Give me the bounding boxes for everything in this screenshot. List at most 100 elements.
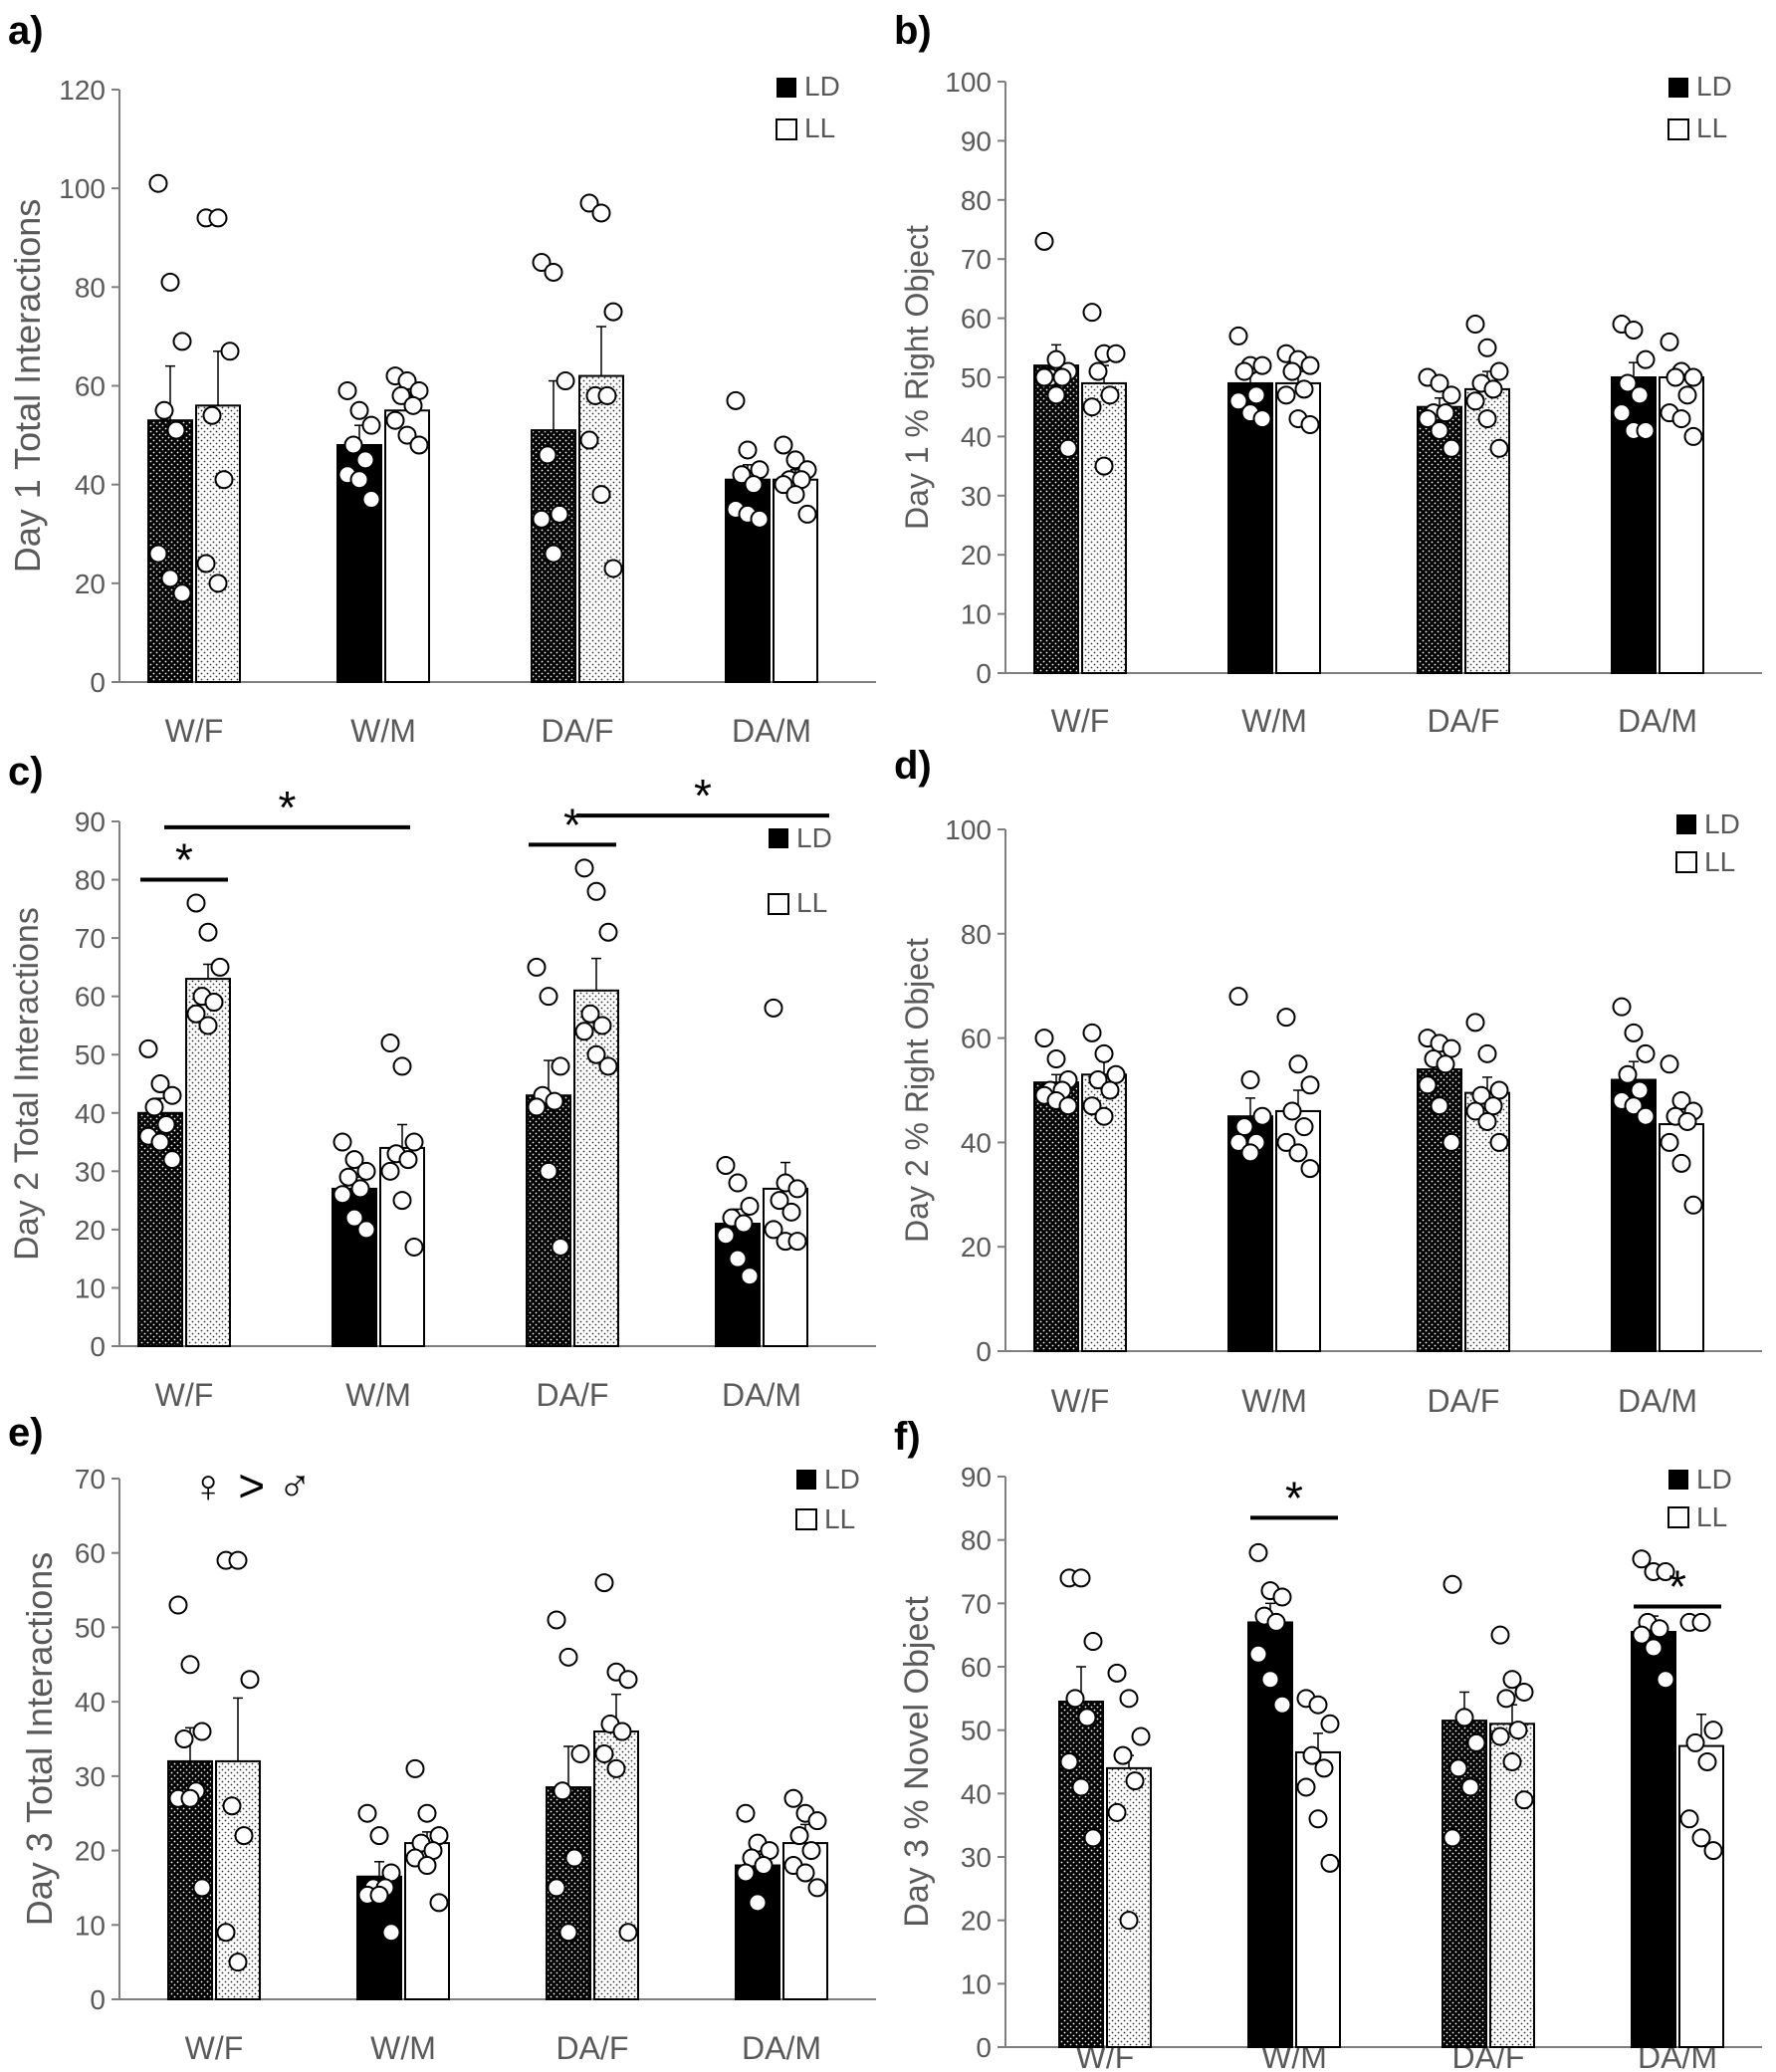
- data-point: [1248, 1542, 1268, 1562]
- data-point: [1624, 320, 1644, 340]
- legend-label-ld: LD: [1696, 1464, 1732, 1495]
- data-point: [1260, 1670, 1280, 1690]
- data-point: [547, 1878, 566, 1898]
- data-point: [1618, 373, 1638, 393]
- data-point: [1636, 420, 1656, 440]
- significance-marker: *: [175, 834, 193, 886]
- x-tick-label: W/M: [345, 1377, 411, 1413]
- data-point: [801, 1841, 821, 1861]
- x-tick-label: W/F: [185, 2030, 244, 2066]
- y-tick-label: 80: [961, 1525, 992, 1556]
- data-point: [1240, 1143, 1260, 1163]
- data-point: [234, 1826, 254, 1846]
- y-tick-label: 80: [75, 272, 106, 303]
- data-point: [1418, 1075, 1438, 1095]
- data-point: [807, 1811, 827, 1831]
- data-point: [1683, 367, 1703, 387]
- panel-label: f): [894, 1415, 921, 1459]
- data-point: [1465, 1013, 1485, 1033]
- data-point: [1703, 1841, 1723, 1861]
- data-point: [1636, 1106, 1656, 1126]
- legend-label-ld: LD: [1696, 71, 1732, 102]
- data-point: [1465, 391, 1485, 411]
- y-tick-label: 40: [75, 1098, 106, 1129]
- data-point: [770, 1191, 789, 1211]
- data-point: [1483, 379, 1503, 399]
- data-point: [1671, 409, 1691, 429]
- data-point: [1288, 1143, 1308, 1163]
- data-point: [744, 475, 764, 495]
- y-tick-label: 20: [961, 540, 992, 571]
- y-tick-label: 20: [75, 1215, 106, 1246]
- data-point: [1276, 1008, 1296, 1028]
- data-point: [1489, 361, 1509, 381]
- bar-ll-da-f: [1464, 387, 1510, 674]
- bar-ll-w-f: [1081, 381, 1127, 674]
- data-point: [380, 1034, 400, 1053]
- data-point: [1071, 1568, 1091, 1588]
- data-point: [1660, 1054, 1679, 1074]
- data-point: [1252, 409, 1272, 429]
- y-tick-label: 60: [75, 1538, 106, 1569]
- data-point: [1483, 1096, 1503, 1116]
- data-point: [204, 993, 224, 1013]
- data-point: [785, 450, 805, 470]
- legend-label-ll: LL: [1696, 113, 1727, 143]
- data-point: [1308, 1695, 1328, 1715]
- data-point: [1082, 1023, 1102, 1042]
- data-point: [1034, 367, 1054, 387]
- significance-marker: *: [563, 799, 581, 850]
- data-point: [1083, 1632, 1103, 1652]
- y-tick-label: 20: [961, 1906, 992, 1937]
- data-point: [1248, 1644, 1268, 1664]
- bar-ll-da-f: [573, 989, 619, 1347]
- data-point: [198, 1016, 218, 1036]
- data-point: [1442, 438, 1461, 458]
- data-point: [1691, 1612, 1711, 1632]
- data-point: [1683, 426, 1703, 446]
- significance-marker: *: [1668, 1561, 1686, 1613]
- y-axis-label: Day 3 % Novel Object: [898, 1596, 936, 1928]
- data-point: [580, 1004, 600, 1024]
- data-point: [154, 400, 174, 420]
- data-point: [172, 583, 192, 603]
- data-point: [555, 371, 575, 391]
- data-point: [208, 208, 228, 228]
- data-point: [795, 1863, 815, 1883]
- data-point: [1071, 1777, 1091, 1797]
- y-tick-label: 50: [75, 1039, 106, 1070]
- panel-label: a): [8, 9, 44, 53]
- y-tick-label: 0: [976, 2032, 992, 2063]
- data-point: [1046, 349, 1066, 369]
- x-tick-label: DA/M: [1618, 703, 1697, 739]
- legend-label-ll: LL: [1696, 1501, 1727, 1532]
- sex-difference-note: ♀ > ♂: [191, 1460, 312, 1511]
- data-point: [210, 957, 230, 977]
- data-point: [618, 1923, 638, 1943]
- data-point: [1320, 1853, 1340, 1873]
- x-tick-label: W/M: [350, 713, 416, 749]
- data-point: [797, 504, 817, 524]
- y-tick-label: 0: [976, 1336, 992, 1367]
- data-point: [1228, 391, 1248, 411]
- panel-f: f) Day 3 % Novel Object LD LL 0 10 20 30 40 5…: [894, 1415, 1762, 2072]
- bar-ll-da-f: [578, 374, 624, 683]
- data-point: [728, 1173, 748, 1193]
- data-point: [1059, 1752, 1079, 1771]
- data-point: [1430, 373, 1449, 393]
- legend-label-ld: LD: [796, 822, 832, 853]
- data-point: [1100, 385, 1120, 405]
- data-point: [1656, 1670, 1675, 1690]
- data-point: [579, 430, 599, 450]
- legend-label-ld: LD: [1704, 808, 1740, 839]
- data-point: [240, 1670, 260, 1690]
- data-point: [429, 1893, 449, 1913]
- bar-ll-da-f: [1464, 1091, 1510, 1352]
- data-point: [1460, 1777, 1480, 1797]
- data-point: [553, 1781, 572, 1801]
- bar-ll-da-f: [1489, 1723, 1535, 2049]
- data-point: [1477, 409, 1497, 429]
- bar-ll-da-m: [1678, 1744, 1724, 2049]
- panel-label: d): [894, 744, 932, 788]
- data-point: [349, 400, 369, 420]
